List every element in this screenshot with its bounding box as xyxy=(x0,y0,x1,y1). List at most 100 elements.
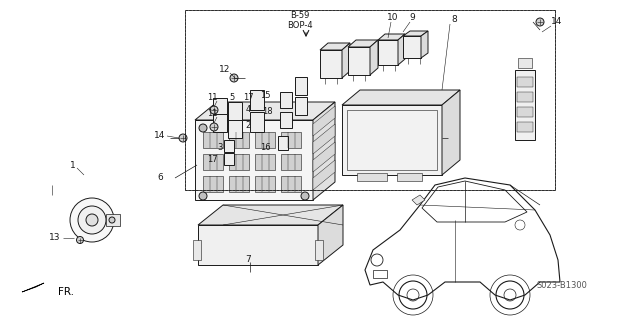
Bar xyxy=(255,154,275,170)
Text: 12: 12 xyxy=(220,65,230,75)
Polygon shape xyxy=(198,205,343,225)
Circle shape xyxy=(179,134,187,142)
Polygon shape xyxy=(250,90,264,110)
Bar xyxy=(229,176,249,192)
Polygon shape xyxy=(280,92,292,108)
Text: B-59: B-59 xyxy=(291,11,310,20)
Circle shape xyxy=(230,74,238,82)
Bar xyxy=(106,214,120,226)
Polygon shape xyxy=(22,283,44,292)
Polygon shape xyxy=(421,31,428,58)
Polygon shape xyxy=(370,40,378,75)
Polygon shape xyxy=(213,114,227,132)
Circle shape xyxy=(77,236,83,243)
Polygon shape xyxy=(198,225,318,265)
Polygon shape xyxy=(224,153,234,165)
Circle shape xyxy=(301,192,309,200)
Text: S023-B1300: S023-B1300 xyxy=(536,280,588,290)
Bar xyxy=(193,240,201,260)
Text: 11: 11 xyxy=(207,93,217,102)
Text: BOP-4: BOP-4 xyxy=(287,21,313,31)
Circle shape xyxy=(199,192,207,200)
Polygon shape xyxy=(195,120,313,200)
Bar xyxy=(203,132,223,148)
Bar xyxy=(255,132,275,148)
Circle shape xyxy=(78,206,106,234)
Text: FR.: FR. xyxy=(58,287,74,297)
Polygon shape xyxy=(320,43,350,50)
Text: 1: 1 xyxy=(70,160,76,169)
Text: 6: 6 xyxy=(157,174,163,182)
Bar xyxy=(518,58,532,68)
Polygon shape xyxy=(313,160,335,190)
Polygon shape xyxy=(378,40,398,65)
Bar xyxy=(281,154,301,170)
Polygon shape xyxy=(398,34,405,65)
Polygon shape xyxy=(342,90,460,105)
Circle shape xyxy=(86,214,98,226)
Bar xyxy=(517,107,533,117)
Bar xyxy=(397,173,422,181)
Polygon shape xyxy=(313,102,335,200)
Bar xyxy=(203,176,223,192)
Polygon shape xyxy=(250,112,264,132)
Bar xyxy=(357,173,387,181)
Text: 9: 9 xyxy=(409,12,415,21)
Polygon shape xyxy=(403,36,421,58)
Text: 10: 10 xyxy=(387,12,399,21)
Text: 17: 17 xyxy=(207,155,218,165)
Bar xyxy=(517,92,533,102)
Polygon shape xyxy=(342,105,442,175)
Bar xyxy=(255,176,275,192)
Polygon shape xyxy=(412,195,425,205)
Polygon shape xyxy=(295,97,307,115)
Polygon shape xyxy=(348,47,370,75)
Polygon shape xyxy=(318,205,343,265)
Bar xyxy=(229,154,249,170)
Polygon shape xyxy=(228,102,242,120)
Polygon shape xyxy=(313,106,335,136)
Text: 17: 17 xyxy=(243,93,253,102)
Polygon shape xyxy=(280,112,292,128)
Circle shape xyxy=(210,106,218,114)
Bar xyxy=(281,132,301,148)
Polygon shape xyxy=(342,43,350,78)
Bar xyxy=(315,240,323,260)
Bar xyxy=(347,110,437,170)
Polygon shape xyxy=(378,34,405,40)
Polygon shape xyxy=(213,98,227,116)
Text: 5: 5 xyxy=(229,93,235,102)
Text: 14: 14 xyxy=(154,131,166,140)
Text: 8: 8 xyxy=(451,16,457,25)
Bar xyxy=(203,154,223,170)
Polygon shape xyxy=(442,90,460,175)
Text: 7: 7 xyxy=(245,256,251,264)
Text: 4: 4 xyxy=(245,106,251,115)
Bar xyxy=(229,132,249,148)
Text: 16: 16 xyxy=(260,143,270,152)
Polygon shape xyxy=(320,50,342,78)
Polygon shape xyxy=(313,142,335,172)
Circle shape xyxy=(199,124,207,132)
Polygon shape xyxy=(295,77,307,95)
Circle shape xyxy=(536,18,544,26)
Polygon shape xyxy=(228,120,242,138)
Text: 11: 11 xyxy=(207,109,217,118)
Bar xyxy=(517,122,533,132)
Polygon shape xyxy=(278,136,288,150)
Text: 14: 14 xyxy=(551,18,563,26)
Text: 18: 18 xyxy=(262,108,272,116)
Polygon shape xyxy=(224,140,234,152)
Polygon shape xyxy=(403,31,428,36)
Circle shape xyxy=(210,123,218,131)
Polygon shape xyxy=(348,40,378,47)
Text: 3: 3 xyxy=(218,144,223,152)
Polygon shape xyxy=(195,102,335,120)
Text: 15: 15 xyxy=(260,91,270,100)
Bar xyxy=(515,70,535,140)
Circle shape xyxy=(70,198,114,242)
Bar xyxy=(517,77,533,87)
Text: 2: 2 xyxy=(245,122,251,130)
Bar xyxy=(281,176,301,192)
Polygon shape xyxy=(313,124,335,154)
